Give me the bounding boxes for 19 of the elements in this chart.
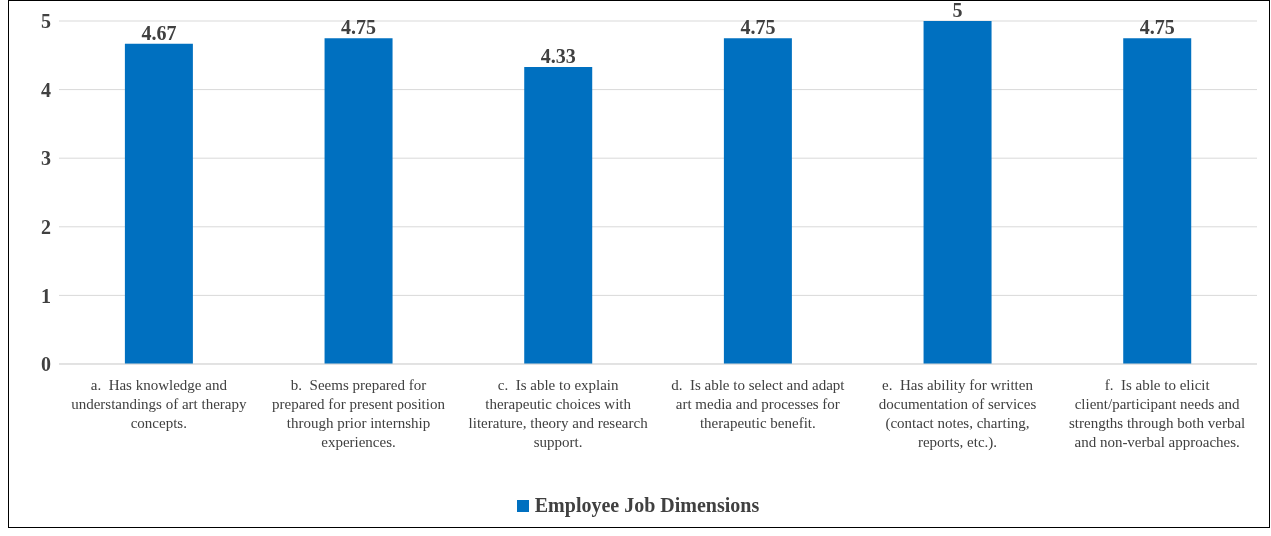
- y-tick-label: 0: [41, 353, 51, 376]
- x-tick-label: f. Is able to elicit client/participant needs and strengths through both verbal and non-verbal approaches.: [1068, 376, 1247, 452]
- y-tick-label: 5: [41, 10, 51, 33]
- data-label: 5: [952, 0, 963, 21]
- y-tick-label: 3: [41, 147, 51, 170]
- y-tick-label: 2: [41, 215, 51, 238]
- data-label: 4.75: [1139, 16, 1175, 39]
- legend-label: Employee Job Dimensions: [534, 494, 760, 517]
- x-tick-label: e. Has ability for written documentation of services (contact notes, charting, reports, etc.).: [877, 376, 1038, 452]
- x-tick-label: a. Has knowledge and understandings of art therapy concepts.: [70, 376, 248, 433]
- data-label: 4.75: [740, 16, 776, 39]
- x-tick-label: d. Is able to select and adapt art media and processes for therapeutic benefit.: [670, 376, 846, 433]
- data-label: 4.75: [341, 16, 377, 39]
- y-tick-label: 1: [41, 284, 51, 307]
- y-tick-label: 4: [41, 78, 51, 101]
- x-tick-label: c. Is able to explain therapeutic choices with literature, theory and research support.: [467, 376, 649, 452]
- data-label: 4.33: [540, 44, 576, 67]
- x-tick-label: b. Seems prepared for prepared for present position through prior internship experiences.: [271, 376, 446, 452]
- data-label: 4.67: [141, 21, 177, 44]
